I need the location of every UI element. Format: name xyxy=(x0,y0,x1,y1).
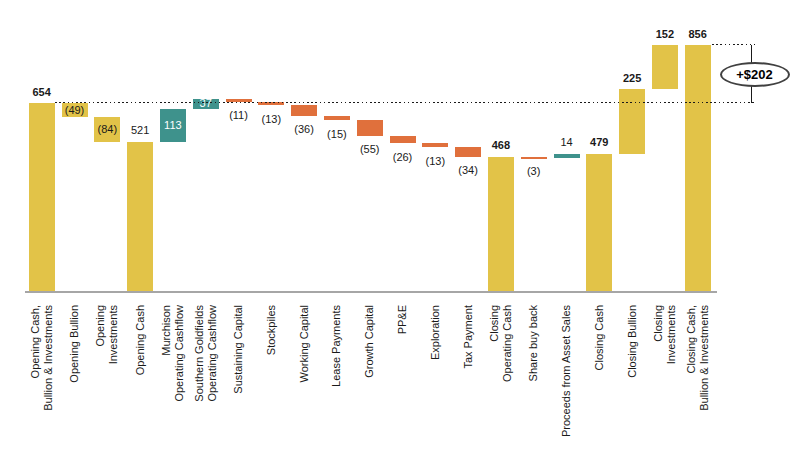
value-label-closing-cash-bullion-investments: 856 xyxy=(673,28,723,41)
bar-share-buy-back xyxy=(521,157,547,159)
x-label-opening-cash-bullion-investments: Opening Cash,Bullion & Investments xyxy=(29,305,55,450)
bar-closing-cash xyxy=(586,154,612,291)
reference-dotted-line-654 xyxy=(55,102,754,104)
x-label-southern-goldfields-operating-cashflow: Southern GoldfieldsOperating Cashflow xyxy=(193,305,219,450)
bar-opening-cash xyxy=(127,142,153,291)
x-label-closing-operating-cash: ClosingOperating Cash xyxy=(488,305,514,450)
value-label-lease-payments: (15) xyxy=(312,128,362,141)
x-label-murchison-operating-cashflow: MurchisonOperating Cashflow xyxy=(160,305,186,450)
x-label-closing-bullion: Closing Bullion xyxy=(626,305,639,450)
value-label-closing-cash: 479 xyxy=(574,136,624,149)
x-label-closing-cash: Closing Cash xyxy=(593,305,606,450)
x-label-pp-e: PP&E xyxy=(396,305,409,450)
x-axis-line xyxy=(25,291,717,293)
x-label-sustaining-capital: Sustaining Capital xyxy=(232,305,245,450)
x-label-tax-payment: Tax Payment xyxy=(462,305,475,450)
x-label-lease-payments: Lease Payments xyxy=(330,305,343,450)
bar-pp-e xyxy=(390,136,416,143)
bar-growth-capital xyxy=(357,120,383,136)
bar-closing-investments xyxy=(652,45,678,89)
annotation-ellipse: +$202 xyxy=(720,62,790,87)
x-label-opening-cash: Opening Cash xyxy=(134,305,147,450)
x-label-proceeds-from-asset-sales: Proceeds from Asset Sales xyxy=(560,305,573,450)
value-label-opening-cash-bullion-investments: 654 xyxy=(17,86,67,99)
value-label-closing-operating-cash: 468 xyxy=(476,139,526,152)
reference-dotted-line-856 xyxy=(712,44,755,46)
value-label-tax-payment: (34) xyxy=(443,164,493,177)
x-label-opening-bullion: Opening Bullion xyxy=(68,305,81,450)
x-label-growth-capital: Growth Capital xyxy=(363,305,376,450)
annotation-text: +$202 xyxy=(736,67,773,82)
value-label-murchison-operating-cashflow: 113 xyxy=(148,119,198,132)
bar-closing-cash-bullion-investments xyxy=(685,45,711,291)
bar-exploration xyxy=(422,143,448,147)
bar-lease-payments xyxy=(324,116,350,120)
bar-closing-bullion xyxy=(619,89,645,154)
x-label-exploration: Exploration xyxy=(429,305,442,450)
x-label-closing-investments: ClosingInvestments xyxy=(652,305,678,450)
x-label-opening-investments: OpeningInvestments xyxy=(94,305,120,450)
bar-working-capital xyxy=(291,105,317,115)
x-label-share-buy-back: Share buy back xyxy=(527,305,540,450)
value-label-closing-bullion: 225 xyxy=(607,72,657,85)
x-label-stockpiles: Stockpiles xyxy=(265,305,278,450)
bar-proceeds-from-asset-sales xyxy=(554,154,580,158)
x-label-working-capital: Working Capital xyxy=(298,305,311,450)
value-label-share-buy-back: (3) xyxy=(509,165,559,178)
bar-opening-cash-bullion-investments xyxy=(29,103,55,291)
waterfall-chart: 654 Opening Cash,Bullion & Investments (49… xyxy=(0,0,800,450)
x-label-closing-cash-bullion-investments: Closing Cash,Bullion & Investments xyxy=(685,305,711,450)
value-label-opening-bullion: (49) xyxy=(50,104,100,117)
